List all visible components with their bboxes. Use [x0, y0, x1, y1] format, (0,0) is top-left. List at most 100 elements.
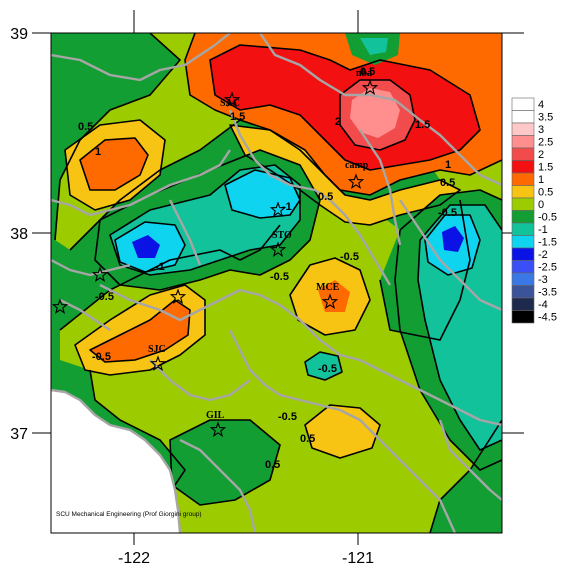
station-marker-oak: [169, 288, 187, 304]
contour-label: -1: [282, 201, 292, 213]
legend-swatch: [511, 285, 535, 299]
station-label-mbe: nba: [356, 68, 372, 79]
contour-line-central-low-core2: [224, 169, 301, 219]
contour-label: 0.5: [318, 191, 333, 203]
contour-label: -0.5: [278, 411, 297, 423]
contour-region-0.5a: [230, 125, 460, 225]
contour-line-small-teal: [304, 351, 343, 381]
legend-swatch: [511, 235, 535, 249]
contour-line-central-low-core: [114, 221, 186, 273]
station-label-gil: GIL: [206, 410, 225, 421]
contour-label: -0.5: [92, 351, 111, 363]
contour-label: 1.5: [415, 119, 430, 131]
contour-label: -0.5: [318, 363, 337, 375]
station-marker-mce: [321, 293, 339, 309]
legend-swatch: [511, 97, 535, 111]
legend-swatch: [511, 222, 535, 236]
legend-swatch: [511, 172, 535, 186]
x-tick-label: -122: [118, 550, 150, 567]
station-marker-gil: [209, 421, 227, 437]
contour-line-central-low-inner: [109, 164, 301, 276]
legend-label: -0.5: [538, 212, 557, 224]
legend-label: 3: [538, 124, 544, 136]
station-label-camp: camp: [345, 160, 369, 171]
color-legend: 43.532.521.510.50-0.5-1-1.5-2-2.5-3-3.5-…: [511, 97, 557, 324]
legend-label: -3.5: [538, 287, 557, 299]
contour-label: 0.5: [265, 459, 280, 471]
station-marker-hwd: [51, 298, 69, 314]
legend-label: 3.5: [538, 112, 553, 124]
credit-text: SCU Mechanical Engineering (Prof Giorgin…: [56, 511, 202, 518]
contour-line-north-inner: [209, 44, 481, 171]
contour-label: 1: [445, 159, 451, 171]
legend-swatch: [511, 160, 535, 174]
legend-label: -2: [538, 249, 548, 261]
contour-label: 0.5: [360, 66, 375, 78]
station-label-sac: SAC: [220, 98, 240, 109]
contour-line-central-low: [94, 149, 321, 291]
contour-region-1b: [80, 138, 148, 190]
legend-swatch: [511, 135, 535, 149]
legend-swatch: [511, 297, 535, 311]
contour-region-neg0.5e: [170, 420, 280, 505]
contour-region-1d: [90, 300, 190, 362]
contour-line-east-low-inner: [417, 204, 502, 451]
legend-label: 2: [538, 149, 544, 161]
ocean: [51, 390, 180, 533]
contour-region-1c: [318, 280, 350, 312]
legend-label: 1: [538, 174, 544, 186]
legend-label: -1.5: [538, 237, 557, 249]
legend-swatch: [511, 147, 535, 161]
station-label-sto: STO: [272, 230, 292, 241]
contour-line-east-low-core: [424, 214, 481, 276]
contour-region-0.5e: [305, 405, 380, 458]
legend-label: 2.5: [538, 137, 553, 149]
legend-swatch: [511, 310, 535, 324]
contour-label: 0.5: [440, 177, 455, 189]
legend-swatch: [511, 110, 535, 124]
station-marker-sfo: [91, 266, 109, 282]
contour-line-southwest: [169, 419, 281, 506]
legend-label: -1: [538, 224, 548, 236]
contour-line-mce: [289, 257, 371, 336]
legend-label: -3: [538, 274, 548, 286]
x-tick-label: -121: [342, 550, 374, 567]
contour-line-nw: [64, 119, 166, 211]
contour-label: -1: [155, 261, 165, 273]
station-marker-sac: [223, 91, 241, 107]
legend-swatch: [511, 197, 535, 211]
contour-region-neg0.5c: [305, 352, 342, 380]
contour-label: 0.5: [78, 121, 93, 133]
plot-frame: [50, 32, 503, 534]
legend-swatch: [511, 272, 535, 286]
contour-label: 1.5: [230, 111, 245, 123]
legend-swatch: [511, 185, 535, 199]
contour-line-north: [184, 33, 502, 196]
station-label-sjc: SJC: [148, 344, 166, 355]
legend-swatch: [511, 210, 535, 224]
contour-region-neg2a: [132, 235, 160, 258]
legend-swatch: [511, 247, 535, 261]
station-label-mce: MCE: [316, 282, 340, 293]
county-boundaries: [51, 33, 502, 533]
contour-region-neg2b: [442, 226, 464, 252]
contour-label: 1: [95, 146, 101, 158]
legend-label: 1.5: [538, 162, 553, 174]
legend-label: -2.5: [538, 262, 557, 274]
y-tick-label: 39: [10, 26, 28, 43]
station-marker-sjc: [149, 355, 167, 371]
station-marker-mbe: [361, 79, 379, 95]
contour-line-nw-inner: [79, 137, 149, 191]
station-marker-sto: [269, 241, 287, 257]
contour-region-0: [55, 33, 502, 533]
contour-region-neg1d: [360, 38, 388, 55]
station-marker-hmb: [269, 201, 287, 217]
y-tick-label: 38: [10, 226, 28, 243]
stations: SAC nba camp STO MCE SJC GIL: [51, 68, 379, 437]
contour-region-2.5: [350, 88, 400, 138]
y-tick-label: 37: [10, 426, 28, 443]
contour-line-sjc-inner: [89, 299, 191, 363]
contour-label: -0.5: [95, 291, 114, 303]
contour-label: 0.5: [300, 433, 315, 445]
